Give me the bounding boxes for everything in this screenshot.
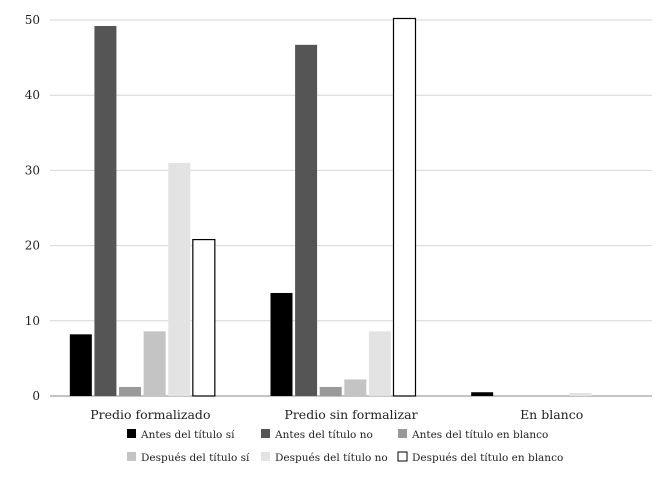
bar — [192, 238, 216, 397]
y-tick-label: 50 — [25, 13, 40, 27]
legend-swatch — [261, 429, 270, 438]
bar — [295, 44, 318, 396]
bar — [168, 162, 191, 396]
legend-label: Antes del título sí — [140, 429, 235, 441]
category-labels: Predio formalizado Predio sin formalizar E… — [90, 407, 583, 422]
legend-swatch — [127, 429, 136, 438]
y-tick-label: 30 — [25, 163, 40, 177]
y-tick-label: 0 — [32, 389, 40, 403]
legend-label: Después del título sí — [141, 452, 250, 464]
bar — [270, 292, 293, 396]
legend: Antes del título sí Antes del título no An… — [127, 429, 563, 464]
legend-label: Antes del título en blanco — [411, 429, 548, 441]
legend-swatch — [398, 429, 407, 438]
legend-swatch — [127, 452, 136, 461]
legend-swatch — [397, 451, 408, 462]
bar — [569, 392, 592, 396]
y-tick-label: 20 — [25, 239, 40, 253]
bar — [319, 386, 342, 396]
grid-lines — [50, 19, 652, 397]
bar — [368, 331, 391, 396]
bar — [392, 17, 417, 397]
category-label: Predio formalizado — [90, 407, 210, 422]
bar — [143, 331, 166, 396]
y-tick-label: 10 — [25, 314, 40, 328]
legend-swatch — [261, 452, 270, 461]
category-label: En blanco — [520, 407, 583, 422]
legend-label: Después del título no — [275, 452, 388, 464]
legend-label: Después del título en blanco — [412, 452, 563, 464]
bars — [69, 17, 592, 397]
legend-label: Antes del título no — [274, 429, 373, 441]
bar — [471, 392, 494, 396]
bar — [119, 386, 142, 396]
bar — [94, 26, 117, 397]
y-axis-tick-labels: 0 10 20 30 40 50 — [25, 13, 40, 403]
category-label: Predio sin formalizar — [284, 407, 417, 422]
bar — [69, 334, 92, 396]
y-tick-label: 40 — [25, 88, 40, 102]
bar — [344, 379, 367, 396]
